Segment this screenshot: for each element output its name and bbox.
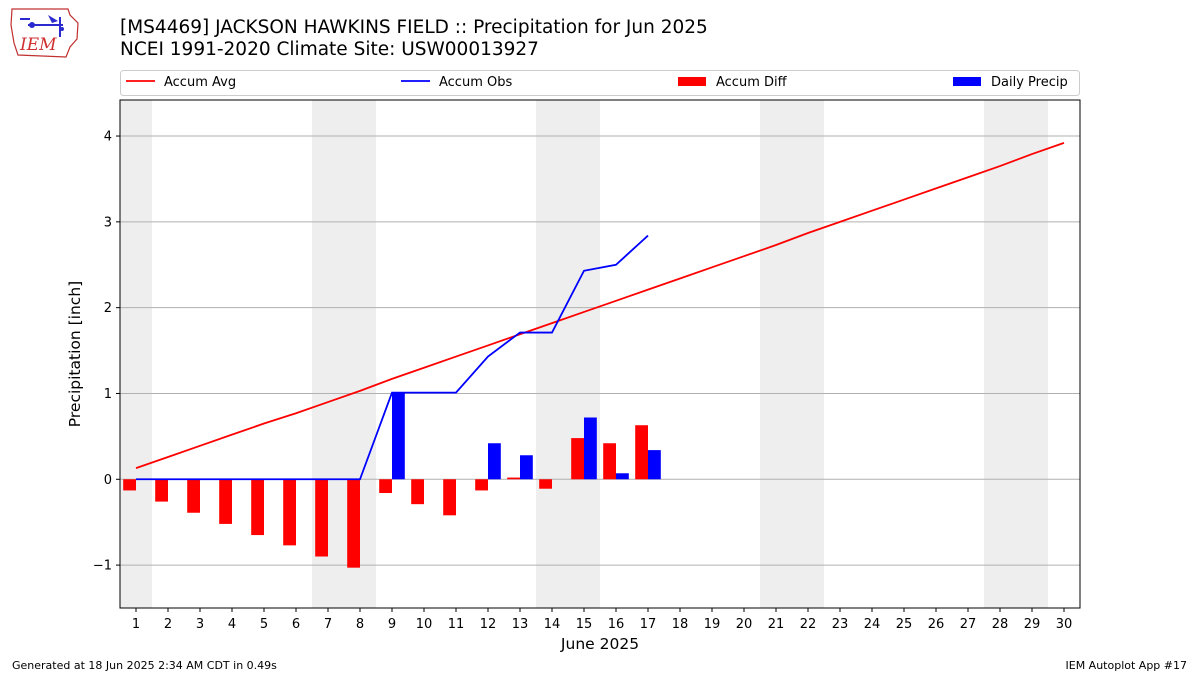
app-note: IEM Autoplot App #17 (1065, 659, 1188, 672)
legend-label: Daily Precip (991, 75, 1068, 90)
accum-avg-line (135, 142, 1065, 469)
accum-diff-bar (219, 479, 232, 524)
chart-subtitle: NCEI 1991-2020 Climate Site: USW00013927 (120, 39, 539, 60)
accum-diff-bar (315, 479, 328, 557)
x-tick-label: 14 (544, 617, 561, 632)
accum-diff-bar (251, 479, 264, 536)
x-tick-label: 13 (512, 617, 529, 632)
y-tick-label: 1 (104, 387, 112, 402)
x-tick-label: 30 (1056, 617, 1073, 632)
accum-diff-bar (507, 477, 520, 480)
x-tick-label: 23 (832, 617, 849, 632)
x-tick-label: 24 (864, 617, 881, 632)
x-tick-label: 26 (928, 617, 945, 632)
accum-diff-bar (571, 438, 584, 480)
x-tick-label: 17 (640, 617, 657, 632)
weekend-shade (984, 100, 1016, 608)
y-axis-label: Precipitation [inch] (66, 281, 84, 427)
x-tick-label: 29 (1024, 617, 1041, 632)
legend-box (120, 70, 1080, 96)
y-tick-label: 2 (104, 301, 112, 316)
x-tick-label: 8 (356, 617, 364, 632)
y-tick-label: 0 (104, 473, 112, 488)
daily-precip-bar (584, 417, 597, 480)
x-tick-label: 20 (736, 617, 753, 632)
accum-obs-line (136, 234, 649, 481)
y-tick-label: 4 (104, 130, 112, 145)
weekend-shade (792, 100, 824, 608)
accum-diff-bar (475, 479, 488, 491)
x-tick-label: 15 (576, 617, 593, 632)
legend-swatch-bar (953, 77, 981, 86)
daily-precip-bar (392, 392, 405, 480)
legend-label: Accum Obs (439, 75, 512, 90)
x-tick-label: 28 (992, 617, 1009, 632)
accum-diff-bar (187, 479, 200, 513)
accum-diff-bar (603, 443, 616, 480)
x-axis-label: June 2025 (560, 635, 639, 653)
x-tick-label: 27 (960, 617, 977, 632)
x-tick-label: 22 (800, 617, 817, 632)
daily-precip-bar (648, 450, 661, 480)
weekend-shade (568, 100, 600, 608)
x-tick-label: 18 (672, 617, 689, 632)
accum-diff-bar (635, 425, 648, 480)
accum-diff-bar (347, 479, 360, 568)
plot-frame (119, 99, 1081, 609)
weekend-shade (1016, 100, 1048, 608)
x-tick-label: 1 (132, 617, 140, 632)
accum-diff-bar (155, 479, 168, 502)
accum-diff-bar (539, 479, 552, 489)
accum-diff-bar (411, 479, 424, 505)
x-tick-label: 19 (704, 617, 721, 632)
accum-diff-bar (379, 479, 392, 494)
x-tick-label: 5 (260, 617, 268, 632)
x-tick-label: 4 (228, 617, 236, 632)
x-tick-label: 21 (768, 617, 785, 632)
accum-diff-bar (283, 479, 296, 546)
x-tick-label: 16 (608, 617, 625, 632)
x-tick-label: 7 (324, 617, 332, 632)
x-tick-label: 12 (480, 617, 497, 632)
accum-diff-bar (443, 479, 456, 516)
x-tick-label: 10 (416, 617, 433, 632)
daily-precip-bar (616, 473, 629, 480)
x-tick-label: 11 (448, 617, 465, 632)
legend-label: Accum Avg (164, 75, 236, 90)
y-tick-label: −1 (93, 559, 112, 574)
daily-precip-bar (488, 443, 501, 480)
accum-diff-bar (123, 479, 136, 491)
weekend-shade (760, 100, 792, 608)
legend-swatch-bar (678, 77, 706, 86)
x-tick-label: 9 (388, 617, 396, 632)
logo-text: IEM (19, 35, 57, 55)
weekend-shade (536, 100, 568, 608)
weekend-shade (120, 100, 152, 608)
x-tick-label: 25 (896, 617, 913, 632)
y-tick-label: 3 (104, 215, 112, 230)
iem-logo: IEM (10, 8, 79, 58)
x-tick-label: 6 (292, 617, 300, 632)
chart-title: [MS4469] JACKSON HAWKINS FIELD :: Precip… (120, 17, 708, 38)
x-tick-label: 3 (196, 617, 204, 632)
legend-label: Accum Diff (716, 75, 788, 90)
x-tick-label: 2 (164, 617, 172, 632)
daily-precip-bar (520, 455, 533, 480)
generated-note: Generated at 18 Jun 2025 2:34 AM CDT in … (12, 659, 277, 672)
